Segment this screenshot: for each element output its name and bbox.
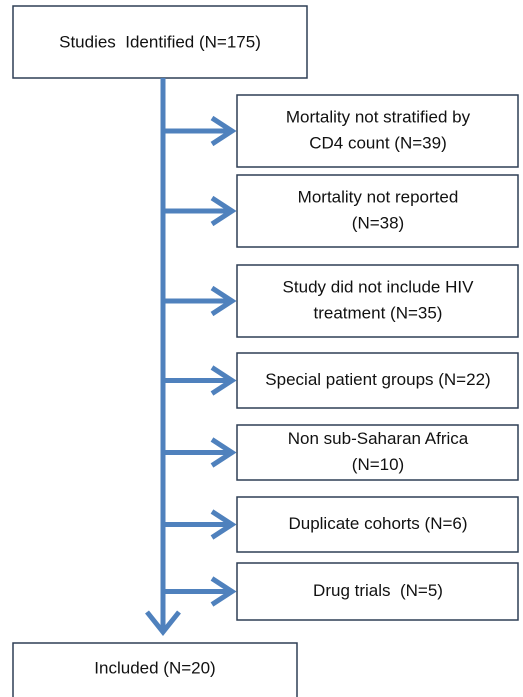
exclusion-arrow-head [210, 365, 237, 396]
exclusion-arrow-head [210, 576, 237, 607]
exclusion-box [236, 352, 519, 409]
exclusion-arrow-head [210, 437, 237, 468]
exclusion-box [236, 264, 519, 338]
end-label: Included (N=20) [94, 658, 215, 677]
exclusion-arrow-head [210, 509, 237, 540]
exclusion-label: Study did not include HIV [283, 277, 475, 296]
exclusion-box [236, 94, 519, 168]
exclusion-label: Special patient groups (N=22) [265, 370, 490, 389]
main-arrow-head [145, 610, 181, 637]
exclusion-box [236, 496, 519, 553]
exclusion-box [236, 424, 519, 481]
exclusion-label: treatment (N=35) [314, 303, 443, 322]
start-box [12, 5, 308, 79]
exclusion-box [236, 174, 519, 248]
exclusion-arrow-head [210, 195, 237, 227]
end-box [12, 642, 298, 697]
exclusion-arrow-head [210, 285, 237, 317]
exclusion-box [236, 562, 519, 621]
exclusion-label: Duplicate cohorts (N=6) [288, 514, 467, 533]
exclusions: Mortality not stratified by CD4 count (N=… [163, 94, 519, 621]
start-label: Studies Identified (N=175) [59, 32, 261, 51]
exclusion-arrow-head [210, 115, 237, 147]
exclusion-label: Non sub-Saharan Africa [288, 429, 469, 448]
exclusion-label: Mortality not reported [298, 187, 459, 206]
exclusion-label: CD4 count (N=39) [309, 133, 446, 152]
exclusion-label: Mortality not stratified by [286, 107, 471, 126]
exclusion-label: (N=38) [352, 213, 404, 232]
exclusion-label: (N=10) [352, 455, 404, 474]
exclusion-label: Drug trials (N=5) [313, 581, 443, 600]
